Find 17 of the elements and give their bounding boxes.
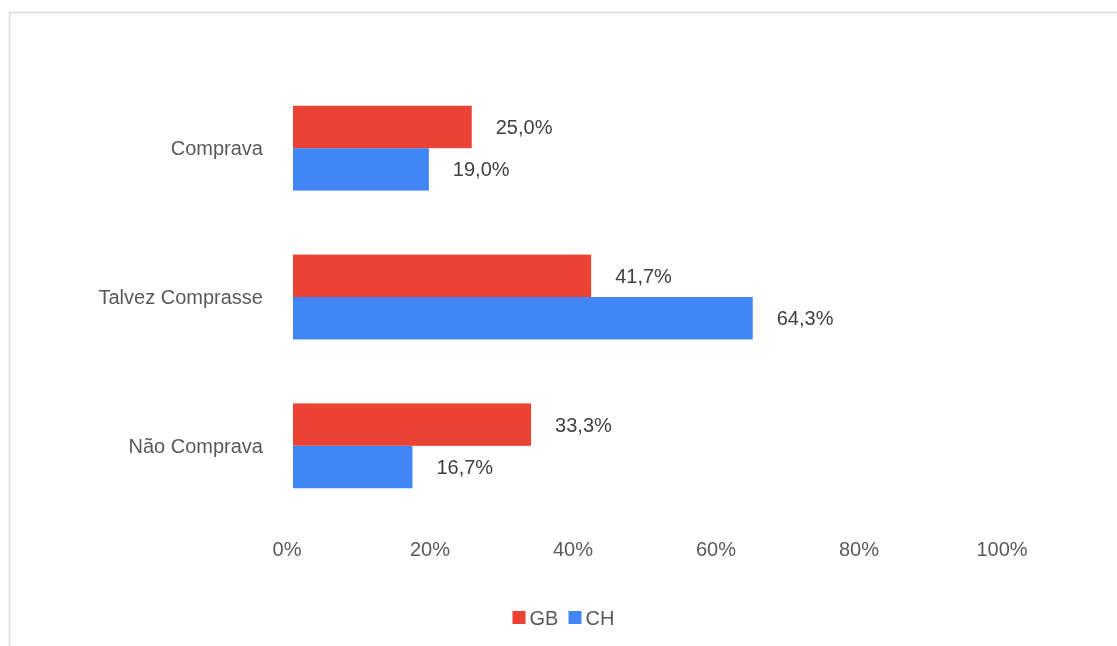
x-tick-label: 80% [838, 538, 880, 560]
data-label: 19,0% [452, 158, 510, 181]
x-tick-label: 20% [409, 538, 451, 560]
x-tick-label: 0% [272, 538, 302, 560]
data-label: 16,7% [436, 456, 494, 479]
x-tick-label: 40% [552, 538, 594, 560]
y-tick-label: Comprava [170, 137, 264, 160]
y-tick-label: Talvez Comprasse [98, 286, 263, 308]
legend-label: GB [529, 607, 559, 629]
data-label: 33,3% [555, 413, 613, 436]
data-label: 64,3% [776, 307, 834, 330]
x-tick-label: 60% [695, 538, 737, 560]
x-tick-label: 100% [976, 538, 1028, 560]
data-label: 41,7% [615, 264, 673, 287]
data-label: 25,0% [495, 115, 553, 138]
legend-label: CH [585, 607, 615, 629]
y-tick-label: Não Comprava [128, 434, 264, 457]
